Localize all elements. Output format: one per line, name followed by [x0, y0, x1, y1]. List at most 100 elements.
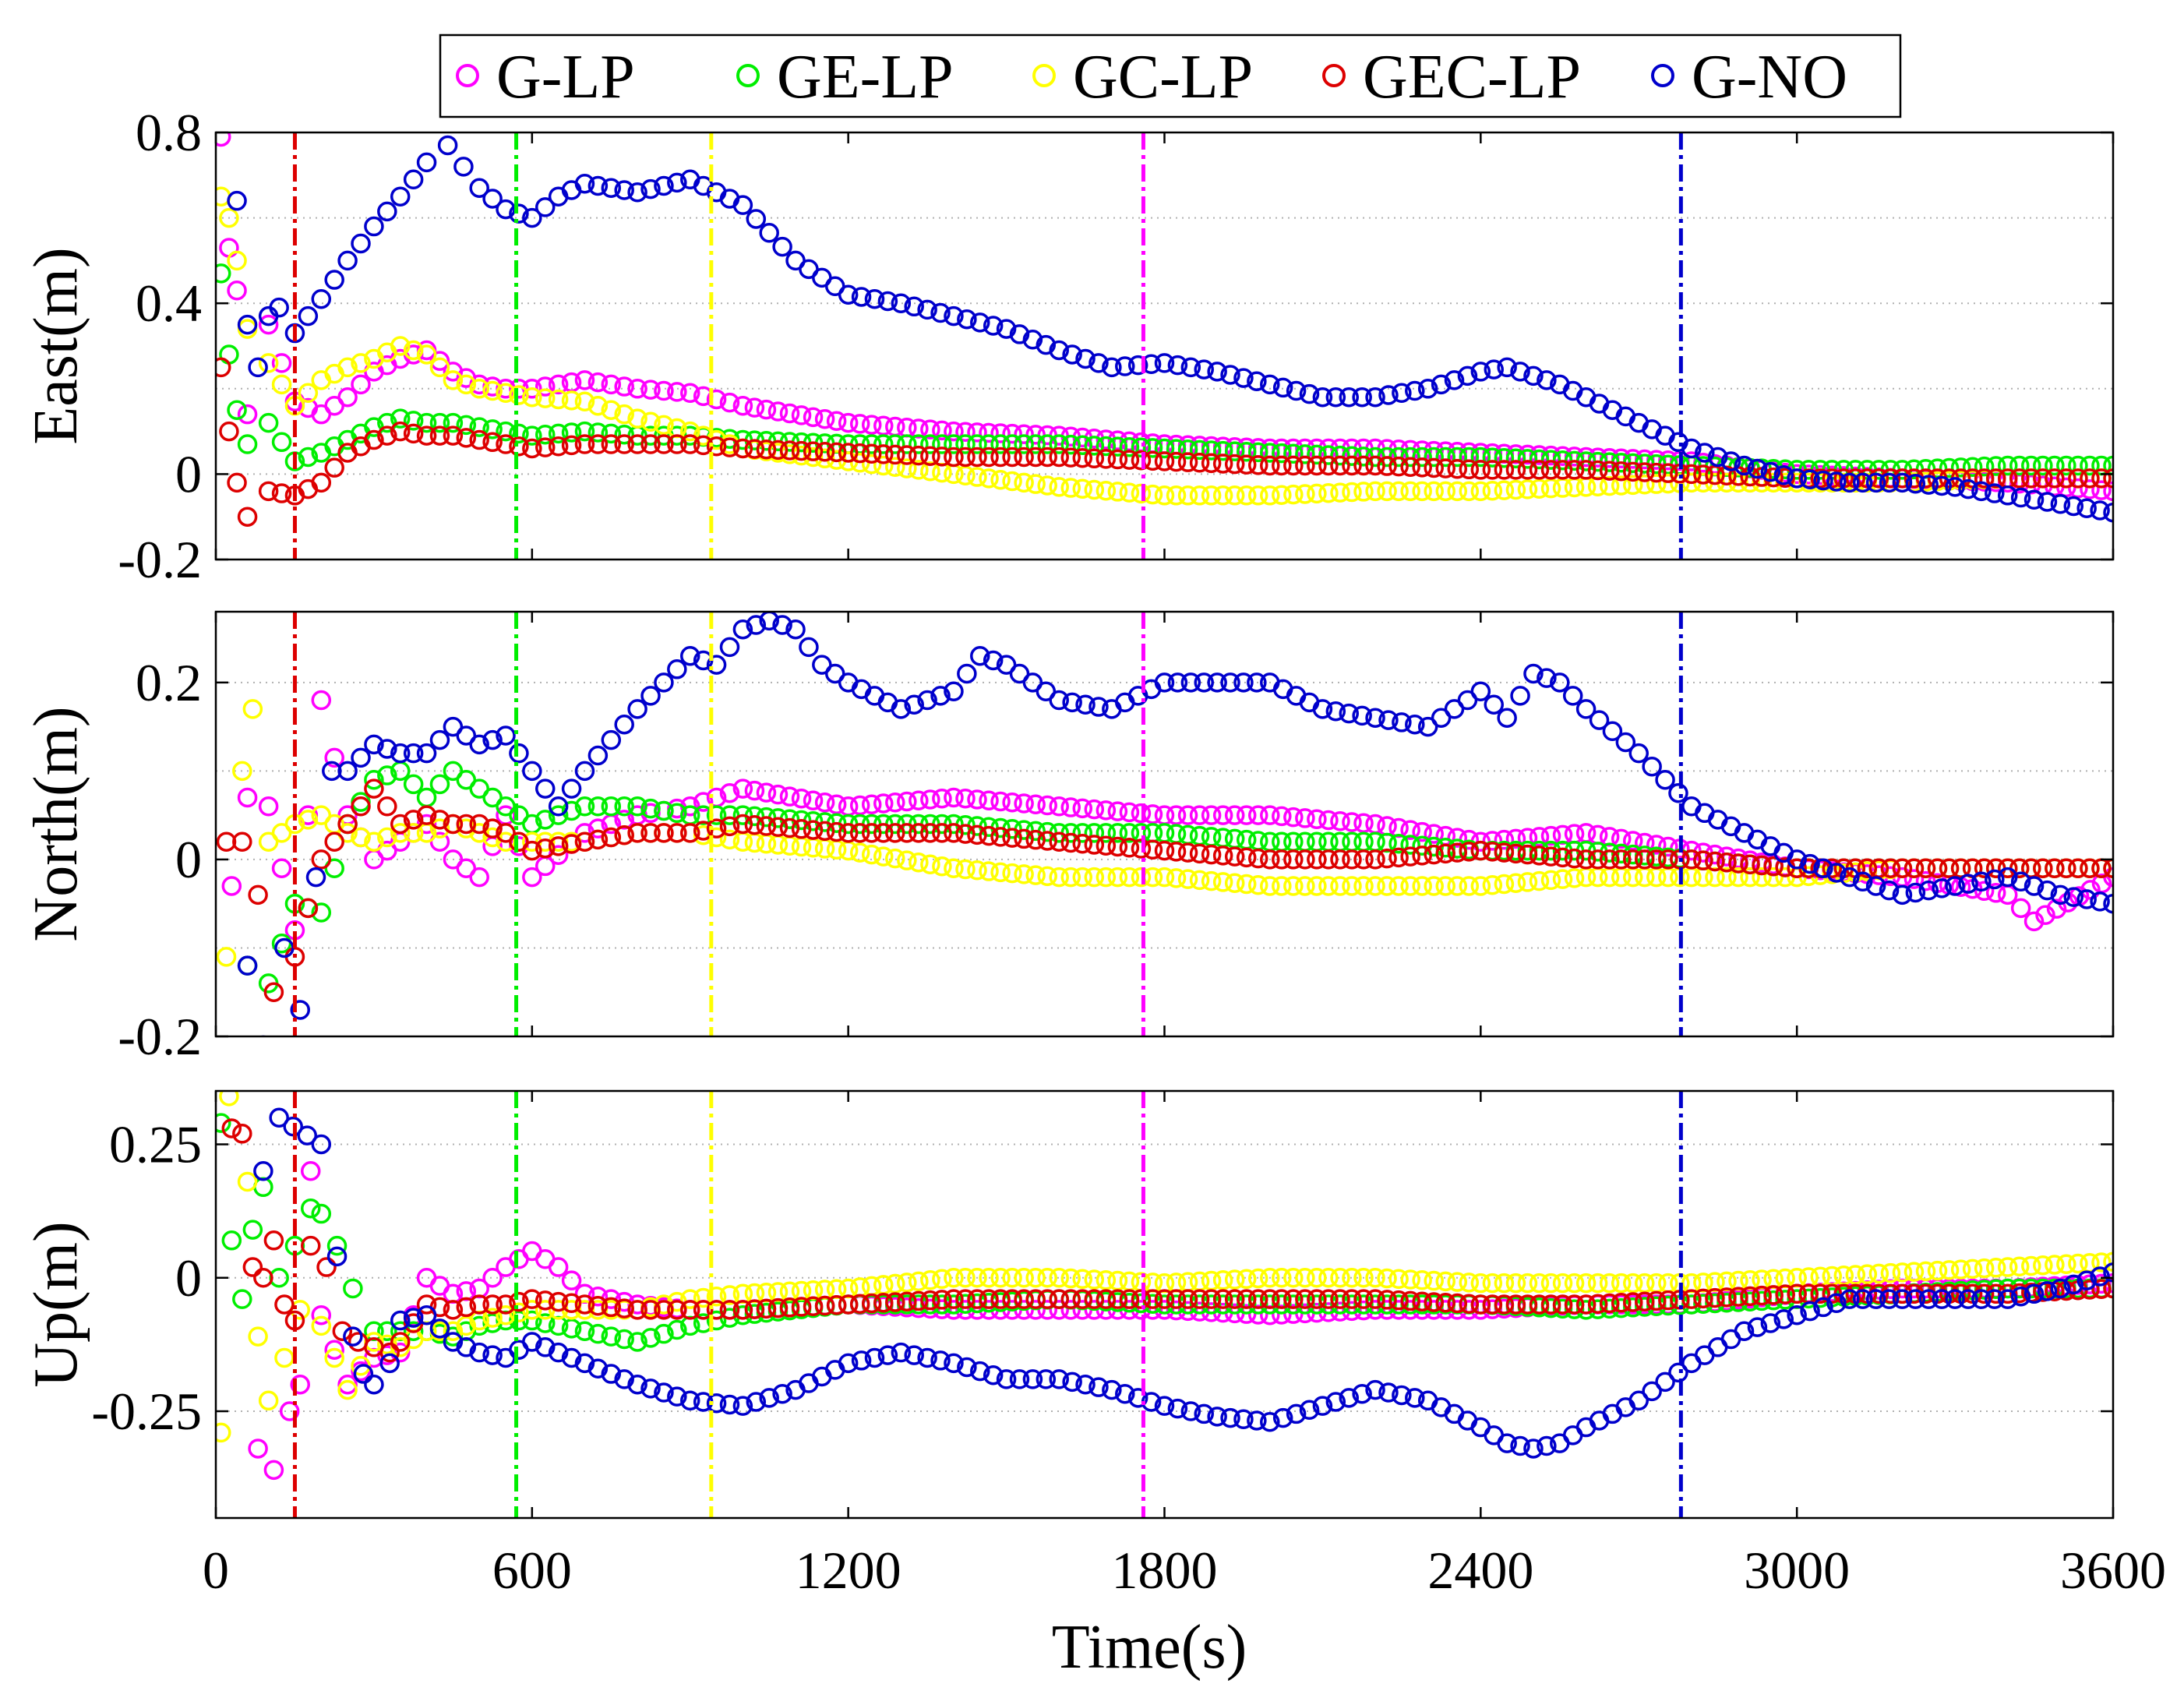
data-point-gec-lp — [767, 440, 789, 461]
data-point-gec-lp — [1072, 447, 1093, 468]
data-point-gec-lp — [1552, 1294, 1573, 1315]
data-point-g-no — [2023, 1283, 2045, 1304]
data-point-gec-lp — [1424, 844, 1444, 865]
data-point-gc-lp — [654, 1294, 674, 1315]
data-point-gc-lp — [227, 250, 247, 271]
data-point-ge-lp — [1166, 439, 1187, 459]
data-point-g-no — [732, 619, 753, 640]
data-point-g-lp — [967, 789, 987, 810]
data-point-gec-lp — [1529, 845, 1550, 866]
data-point-gec-lp — [1224, 846, 1245, 867]
data-point-gec-lp — [967, 824, 987, 845]
data-point-gec-lp — [1189, 453, 1210, 473]
data-point-ge-lp — [1201, 1294, 1222, 1315]
data-point-gec-lp — [601, 1297, 622, 1318]
data-point-ge-lp — [343, 1278, 363, 1299]
data-point-gec-lp — [849, 443, 870, 464]
data-point-gec-lp — [654, 434, 674, 454]
data-point-g-no — [1918, 880, 1939, 901]
data-point-g-lp — [909, 418, 929, 439]
data-point-g-lp — [779, 403, 800, 424]
data-point-gec-lp — [838, 1294, 859, 1315]
data-point-g-no — [1417, 716, 1438, 737]
data-point-g-lp — [814, 409, 835, 429]
data-point-gec-lp — [909, 1290, 929, 1311]
data-point-ge-lp — [1154, 438, 1175, 459]
data-point-ge-lp — [601, 1326, 622, 1347]
data-point-gec-lp — [756, 439, 777, 460]
data-point-g-lp — [767, 784, 789, 805]
data-point-gc-lp — [1236, 874, 1257, 895]
data-point-gc-lp — [1400, 876, 1420, 896]
data-point-gec-lp — [779, 1297, 800, 1318]
data-point-g-no — [1747, 1317, 1768, 1337]
data-point-gec-lp — [1400, 846, 1420, 867]
data-point-g-no — [248, 357, 268, 378]
data-point-gec-lp — [849, 1294, 870, 1314]
data-point-ge-lp — [326, 1235, 348, 1256]
data-point-gec-lp — [496, 823, 516, 843]
data-point-gec-lp — [522, 840, 542, 861]
data-point-gec-lp — [1107, 449, 1128, 470]
data-point-gc-lp — [535, 831, 556, 852]
data-point-gc-lp — [1997, 1257, 2018, 1277]
data-point-ge-lp — [1388, 833, 1409, 854]
data-point-g-no — [719, 637, 740, 658]
data-point-ge-lp — [1260, 1294, 1280, 1315]
data-point-g-no — [930, 302, 951, 323]
data-point-gc-lp — [1552, 1273, 1573, 1294]
data-point-gc-lp — [1622, 1273, 1643, 1294]
data-point-gec-lp — [1599, 1293, 1620, 1314]
data-point-g-lp — [640, 379, 661, 400]
data-point-ge-lp — [1505, 448, 1526, 469]
data-point-g-no — [970, 646, 990, 666]
data-point-gec-lp — [1974, 858, 1995, 879]
data-point-g-lp — [1540, 825, 1561, 846]
data-point-g-no — [1707, 447, 1728, 468]
data-point-gec-lp — [1212, 1289, 1233, 1309]
data-point-g-no — [1127, 355, 1148, 376]
data-point-g-lp — [1272, 806, 1292, 827]
data-point-gc-lp — [1599, 1273, 1620, 1294]
data-point-gc-lp — [1131, 867, 1152, 888]
legend-marker-gc-lp — [1032, 64, 1056, 87]
data-point-g-no — [640, 1379, 661, 1399]
data-point-g-no — [522, 761, 542, 782]
data-point-ge-lp — [2103, 455, 2113, 476]
data-point-ge-lp — [587, 422, 609, 443]
data-point-ge-lp — [429, 412, 450, 433]
data-point-ge-lp — [377, 765, 397, 785]
data-point-ge-lp — [242, 1220, 263, 1240]
data-point-gec-lp — [1622, 1292, 1643, 1312]
data-point-gec-lp — [1365, 1289, 1385, 1309]
data-point-gc-lp — [979, 1268, 999, 1288]
data-point-gc-lp — [1365, 1268, 1385, 1288]
data-point-gec-lp — [1646, 849, 1667, 870]
data-point-g-no — [1392, 1385, 1412, 1406]
x-tick-label: 600 — [492, 1541, 572, 1600]
data-point-ge-lp — [1260, 443, 1280, 463]
data-point-gc-lp — [535, 388, 556, 408]
data-point-g-no — [1760, 1313, 1781, 1333]
data-point-gec-lp — [1342, 849, 1362, 870]
data-point-g-no — [1022, 672, 1043, 693]
data-point-ge-lp — [509, 423, 529, 444]
data-point-gc-lp — [1400, 481, 1420, 502]
data-point-gec-lp — [1575, 460, 1597, 480]
data-point-gec-lp — [509, 1291, 529, 1312]
data-point-ge-lp — [535, 424, 556, 445]
data-point-g-no — [1325, 1392, 1346, 1412]
data-point-g-lp — [1049, 1300, 1069, 1320]
data-point-gc-lp — [1107, 867, 1128, 888]
data-point-gc-lp — [1177, 869, 1198, 889]
data-point-gc-lp — [1857, 1264, 1878, 1284]
data-point-g-no — [1958, 874, 1978, 894]
data-point-g-no — [326, 1246, 348, 1267]
data-point-gc-lp — [1037, 866, 1057, 887]
data-point-ge-lp — [1072, 435, 1093, 456]
data-point-ge-lp — [574, 796, 595, 817]
data-point-g-no — [732, 195, 753, 215]
data-point-g-no — [1800, 469, 1820, 489]
data-point-gec-lp — [1681, 1289, 1702, 1309]
data-point-gc-lp — [1307, 483, 1327, 504]
